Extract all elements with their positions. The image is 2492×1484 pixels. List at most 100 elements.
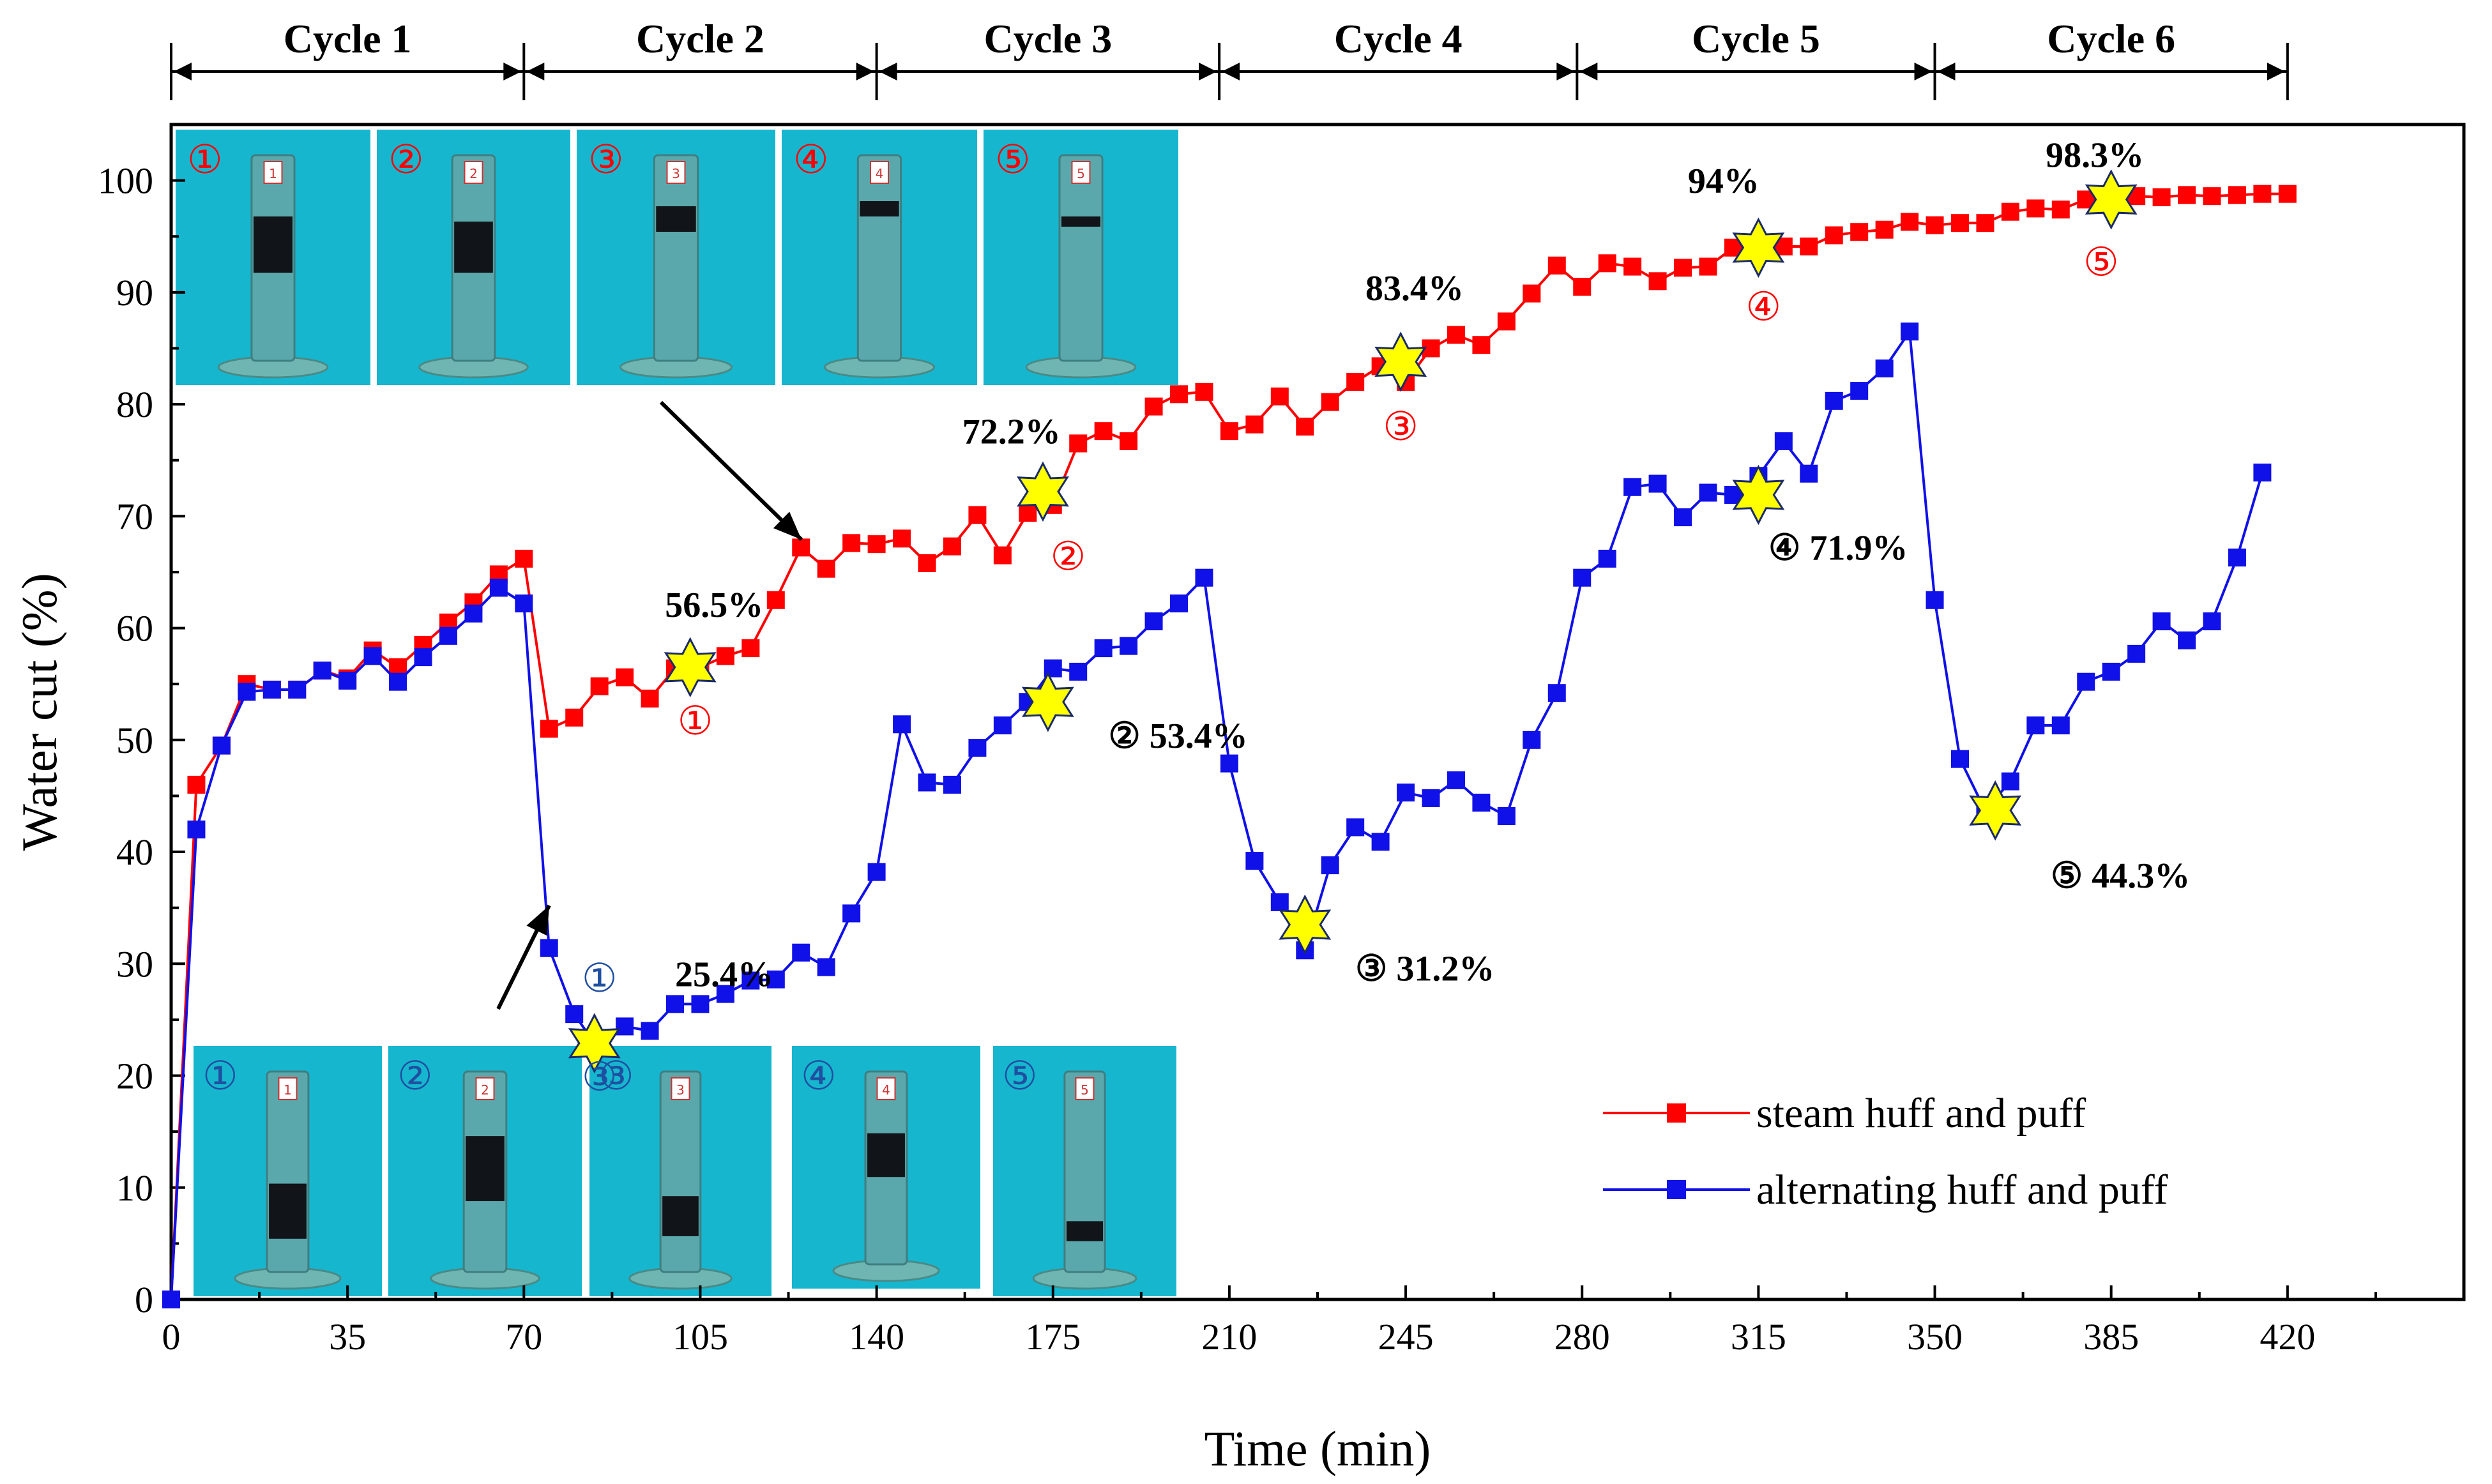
series-point — [2253, 185, 2272, 203]
series-point — [2178, 186, 2196, 204]
series-point — [338, 671, 357, 690]
x-tick-label: 140 — [849, 1316, 904, 1358]
cycle-arrowhead — [174, 63, 192, 80]
series-point — [2051, 716, 2070, 735]
annotation-label: ② 53.4% — [1109, 716, 1248, 756]
point-number: ③ — [582, 1053, 618, 1100]
star-marker-alternating — [1732, 464, 1785, 526]
series-point — [641, 689, 659, 708]
series-point — [1120, 432, 1138, 450]
cycle-arrowhead — [503, 63, 522, 80]
series-point — [968, 739, 987, 757]
series-point — [1120, 637, 1138, 655]
star-marker-alternating — [1021, 671, 1074, 732]
series-point — [993, 716, 1012, 735]
series-point — [2127, 644, 2146, 663]
x-tick-label: 210 — [1201, 1316, 1257, 1358]
y-tick-label: 10 — [116, 1167, 153, 1209]
point-number: ① — [582, 955, 618, 1001]
series-layer — [162, 185, 2297, 1308]
series-point — [2026, 716, 2045, 735]
cylinder-tube — [653, 154, 699, 362]
series-point — [1547, 684, 1566, 702]
series-point — [2001, 202, 2019, 221]
cylinder-image: 3 — [628, 1070, 733, 1290]
cylinder-tag — [475, 1077, 495, 1100]
series-point — [540, 720, 558, 738]
series-point — [1523, 731, 1541, 749]
series-point — [1472, 336, 1491, 354]
series-point — [741, 971, 760, 990]
y-axis: 0 10 20 30 40 50 60 70 80 90 100 — [98, 160, 185, 1321]
x-tick-label: 385 — [2083, 1316, 2139, 1358]
series-point — [2152, 188, 2171, 206]
series-point — [2102, 662, 2120, 681]
cylinder-tube — [266, 1070, 310, 1273]
cylinder-image: 2 — [430, 1070, 540, 1290]
cylinder-image: 4 — [823, 154, 936, 379]
y-tick-label: 80 — [116, 384, 153, 425]
series-point — [1774, 432, 1793, 450]
series-point — [2228, 549, 2246, 567]
cylinder-tube — [659, 1070, 702, 1273]
x-tick-label: 245 — [1378, 1316, 1434, 1358]
series-point — [1800, 464, 1818, 483]
series-point — [1699, 257, 1717, 276]
cylinder-tag-text: 2 — [469, 166, 478, 181]
series-point — [641, 1022, 659, 1040]
series-point — [288, 680, 307, 699]
x-axis-title: Time (min) — [1204, 1421, 1431, 1476]
series-point — [1623, 257, 1642, 276]
series-point — [766, 970, 785, 988]
series-point — [2051, 201, 2070, 219]
series-point — [1270, 893, 1289, 911]
photo-top-label: ⑤ — [995, 136, 1031, 183]
series-point — [1170, 594, 1189, 613]
cycle-arrowhead — [856, 63, 874, 80]
star-marker-steam — [1017, 461, 1069, 522]
x-tick-label: 70 — [505, 1316, 542, 1358]
photos-bottom-strip: 1 ① 2 ② 3 ③ 4 ④ 5 ⑤ — [194, 1046, 1176, 1296]
series-point — [1926, 216, 1944, 234]
series-point — [1094, 422, 1113, 441]
series-point — [162, 1291, 180, 1308]
series-point — [1170, 385, 1189, 404]
photos-top-strip: 1 ① 2 ② 3 ③ 4 ④ 5 ⑤ — [176, 130, 1178, 385]
cylinder-tag-text: 1 — [269, 166, 277, 181]
series-point — [238, 683, 256, 701]
cylinder-tag-text: 3 — [676, 1082, 685, 1098]
star-marker-steam — [2085, 169, 2138, 230]
series-point — [1245, 852, 1264, 870]
cycle-bar: Cycle 1 Cycle 2 Cycle 3 Cycle 4 Cycle 5 Cycle… — [170, 16, 2289, 100]
cylinder-tag — [870, 161, 889, 184]
arrow-bottom-photos-head — [526, 905, 549, 936]
series-point — [1875, 220, 1894, 239]
series-point — [918, 773, 936, 792]
cylinder-tag — [671, 1077, 690, 1100]
cylinder-image: 4 — [832, 1070, 940, 1282]
star-marker-alternating — [1969, 780, 2022, 841]
series-point — [792, 538, 810, 557]
annotation-label: 25.4% — [675, 955, 773, 994]
annotation-label: 56.5% — [665, 586, 763, 625]
series-point — [262, 680, 281, 699]
point-number: ③ — [1383, 403, 1418, 450]
series-point — [2077, 672, 2095, 691]
series-point — [1220, 422, 1238, 441]
series-point — [1850, 223, 1869, 241]
series-point — [1674, 508, 1692, 527]
cylinder-tag — [464, 161, 483, 184]
y-tick-label: 60 — [116, 608, 153, 649]
series-point — [1497, 312, 1516, 331]
series-point — [1144, 612, 1163, 631]
series-point — [716, 985, 734, 1003]
cylinder-tag-text: 4 — [882, 1082, 890, 1098]
y-tick-label: 90 — [116, 272, 153, 314]
series-point — [565, 1005, 584, 1024]
x-tick-label: 105 — [672, 1316, 728, 1358]
series-point — [741, 639, 760, 658]
series-point — [565, 708, 584, 727]
series-point — [489, 579, 508, 597]
cylinder-tag-text: 4 — [876, 166, 884, 181]
cycle-label: Cycle 6 — [2047, 16, 2175, 61]
